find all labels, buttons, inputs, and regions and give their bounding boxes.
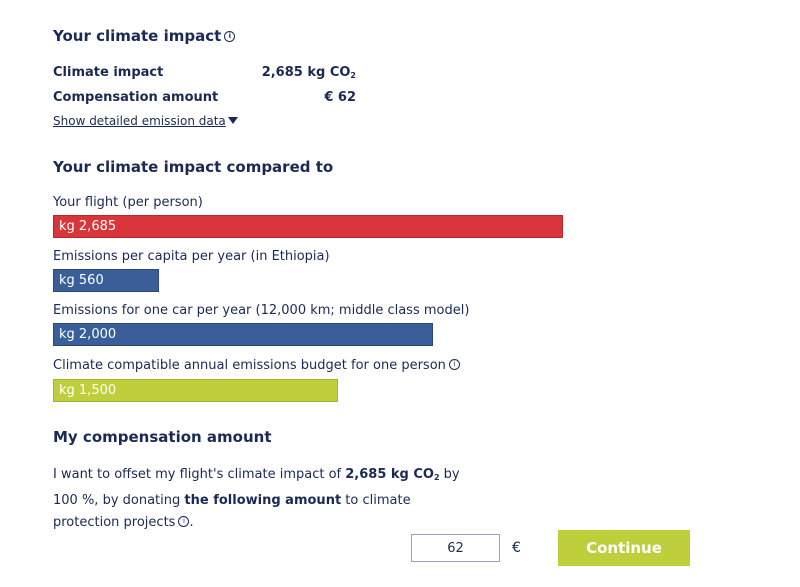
compensation-amount-label: Compensation amount bbox=[53, 90, 219, 105]
continue-button[interactable]: Continue bbox=[558, 530, 690, 566]
comparison-label-per-capita: Emissions per capita per year (in Ethiop… bbox=[53, 249, 330, 264]
climate-impact-value: 2,685 kg CO2 bbox=[261, 65, 356, 80]
comparison-bar-flight: kg 2,685 bbox=[53, 215, 563, 238]
info-icon[interactable]: i bbox=[448, 359, 460, 370]
climate-impact-title: Your climate impact i bbox=[53, 27, 236, 45]
compensation-amount-row: Compensation amount € 62 bbox=[53, 90, 356, 108]
comparison-bar-car: kg 2,000 bbox=[53, 323, 433, 346]
info-icon[interactable]: i bbox=[224, 31, 236, 42]
compensation-title: My compensation amount bbox=[53, 428, 272, 446]
comparison-title: Your climate impact compared to bbox=[53, 158, 334, 176]
compensation-description: I want to offset my flight's climate imp… bbox=[53, 467, 460, 530]
following-amount-text: the following amount bbox=[184, 492, 342, 508]
comparison-label-budget: Climate compatible annual emissions budg… bbox=[53, 358, 460, 373]
comparison-bar-per-capita: kg 560 bbox=[53, 269, 159, 292]
comparison-label-budget-text: Climate compatible annual emissions budg… bbox=[53, 358, 446, 373]
caret-down-icon[interactable] bbox=[227, 117, 238, 124]
emission-amount: 2,685 kg CO2 bbox=[345, 467, 440, 482]
comparison-label-flight: Your flight (per person) bbox=[53, 195, 203, 210]
compensation-amount-value: € 62 bbox=[324, 90, 356, 105]
comparison-bar-budget: kg 1,500 bbox=[53, 379, 338, 402]
info-icon[interactable]: i bbox=[178, 516, 190, 527]
comparison-label-car: Emissions for one car per year (12,000 k… bbox=[53, 303, 470, 318]
climate-impact-title-text: Your climate impact bbox=[53, 27, 222, 45]
currency-symbol: € bbox=[512, 540, 521, 556]
show-detailed-emission-link-text[interactable]: Show detailed emission data bbox=[53, 114, 226, 128]
climate-impact-label: Climate impact bbox=[53, 65, 164, 80]
show-detailed-emission-link[interactable]: Show detailed emission data bbox=[53, 114, 238, 128]
climate-impact-row: Climate impact 2,685 kg CO2 bbox=[53, 65, 356, 83]
compensation-amount-input[interactable] bbox=[411, 534, 500, 562]
